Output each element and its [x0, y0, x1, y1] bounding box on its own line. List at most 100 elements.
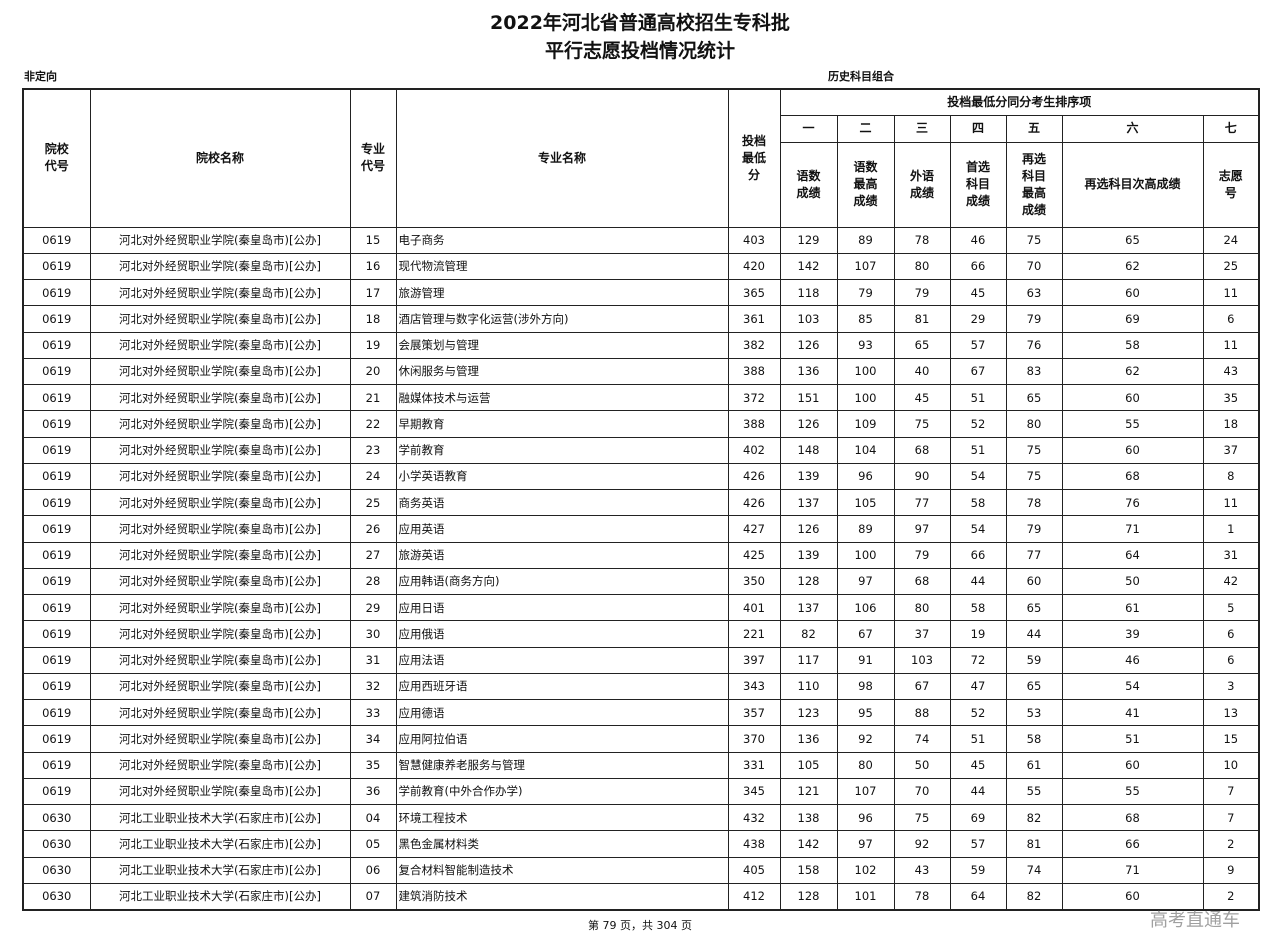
cell-second-subject-second: 41 — [1061, 698, 1204, 727]
cell-first-subject-score: 51 — [949, 436, 1007, 464]
cell-school-name: 河北对外经贸职业学院(秦皇岛市)[公办] — [89, 305, 351, 333]
cell-chinese-math-score: 110 — [779, 672, 838, 701]
cell-school-name: 河北对外经贸职业学院(秦皇岛市)[公办] — [89, 620, 351, 648]
cell-school-name: 河北对外经贸职业学院(秦皇岛市)[公办] — [89, 252, 351, 281]
cell-preference-number: 25 — [1202, 252, 1260, 281]
cell-school-name: 河北对外经贸职业学院(秦皇岛市)[公办] — [89, 672, 351, 701]
cell-first-subject-score: 69 — [949, 803, 1007, 832]
cell-school-name: 河北对外经贸职业学院(秦皇岛市)[公办] — [89, 777, 351, 806]
cell-school-name: 河北对外经贸职业学院(秦皇岛市)[公办] — [89, 488, 351, 517]
cell-school-code: 0619 — [22, 751, 91, 779]
cell-major-code: 36 — [349, 777, 397, 806]
cell-major-name: 休闲服务与管理 — [395, 357, 729, 386]
cell-school-name: 河北对外经贸职业学院(秦皇岛市)[公办] — [89, 698, 351, 727]
cell-chinese-math-max: 92 — [836, 725, 895, 753]
cell-min-score: 427 — [727, 515, 781, 543]
cell-chinese-math-score: 126 — [779, 331, 838, 359]
cell-major-name: 酒店管理与数字化运营(涉外方向) — [395, 305, 729, 333]
cell-second-subject-second: 65 — [1061, 226, 1204, 254]
cell-major-name: 应用英语 — [395, 515, 729, 543]
cell-school-name: 河北对外经贸职业学院(秦皇岛市)[公办] — [89, 410, 351, 438]
cell-foreign-language-score: 78 — [893, 226, 951, 254]
cell-major-name: 智慧健康养老服务与管理 — [395, 751, 729, 779]
cell-school-code: 0619 — [22, 567, 91, 596]
cell-chinese-math-max: 100 — [836, 357, 895, 386]
cell-second-subject-max: 82 — [1005, 882, 1063, 911]
cell-chinese-math-max: 91 — [836, 646, 895, 674]
cell-second-subject-second: 54 — [1061, 672, 1204, 701]
cell-second-subject-max: 74 — [1005, 856, 1063, 884]
cell-second-subject-max: 75 — [1005, 436, 1063, 464]
cell-min-score: 402 — [727, 436, 781, 464]
cell-second-subject-max: 59 — [1005, 646, 1063, 674]
table-row: 0619 河北对外经贸职业学院(秦皇岛市)[公办] 33 应用德语 357 123 95 88… — [22, 698, 1260, 727]
cell-school-code: 0619 — [22, 462, 91, 491]
cell-foreign-language-score: 97 — [893, 515, 951, 543]
cell-school-code: 0619 — [22, 357, 91, 386]
cell-major-name: 旅游管理 — [395, 278, 729, 307]
header-tiebreak-5: 再选科目最高成绩 — [1005, 141, 1063, 228]
cell-second-subject-max: 75 — [1005, 462, 1063, 491]
cell-min-score: 388 — [727, 410, 781, 438]
document-title: 2022年河北省普通高校招生专科批 — [490, 12, 790, 34]
cell-major-code: 27 — [349, 541, 397, 569]
cell-chinese-math-score: 148 — [779, 436, 838, 464]
cell-chinese-math-max: 97 — [836, 567, 895, 596]
cell-second-subject-second: 60 — [1061, 278, 1204, 307]
cell-school-name: 河北对外经贸职业学院(秦皇岛市)[公办] — [89, 646, 351, 674]
table-row: 0619 河北对外经贸职业学院(秦皇岛市)[公办] 21 融媒体技术与运营 372 151… — [22, 383, 1260, 412]
cell-preference-number: 43 — [1202, 357, 1260, 386]
cell-school-code: 0619 — [22, 410, 91, 438]
cell-major-code: 07 — [349, 882, 397, 911]
table-row: 0630 河北工业职业技术大学(石家庄市)[公办] 06 复合材料智能制造技术 405 1… — [22, 856, 1260, 884]
cell-first-subject-score: 47 — [949, 672, 1007, 701]
table-row: 0619 河北对外经贸职业学院(秦皇岛市)[公办] 34 应用阿拉伯语 370 136 92… — [22, 725, 1260, 753]
header-tiebreak-row: 语数成绩 语数最高成绩 外语成绩 首选科目成绩 再选科目最高成绩 再选科目次高成绩 志愿号 — [23, 141, 1260, 228]
cell-foreign-language-score: 65 — [893, 331, 951, 359]
cell-chinese-math-max: 100 — [836, 541, 895, 569]
cell-first-subject-score: 54 — [949, 515, 1007, 543]
cell-preference-number: 3 — [1202, 672, 1260, 701]
cell-chinese-math-score: 137 — [779, 593, 838, 622]
table-row: 0619 河北对外经贸职业学院(秦皇岛市)[公办] 25 商务英语 426 137 105 7… — [22, 488, 1260, 517]
cell-chinese-math-max: 105 — [836, 488, 895, 517]
cell-min-score: 361 — [727, 305, 781, 333]
cell-school-code: 0619 — [22, 777, 91, 806]
document-subtitle: 平行志愿投档情况统计 — [544, 40, 735, 62]
cell-major-code: 15 — [349, 226, 397, 254]
header-school-code: 院校代号 — [22, 88, 91, 228]
cell-first-subject-score: 57 — [949, 331, 1007, 359]
cell-chinese-math-max: 95 — [836, 698, 895, 727]
cell-major-code: 17 — [349, 278, 397, 307]
cell-chinese-math-max: 85 — [836, 305, 895, 333]
header-order-4: 四 — [949, 114, 1007, 143]
cell-preference-number: 11 — [1202, 331, 1260, 359]
cell-chinese-math-score: 137 — [779, 488, 838, 517]
cell-chinese-math-score: 139 — [779, 462, 838, 491]
cell-major-name: 会展策划与管理 — [395, 331, 729, 359]
cell-first-subject-score: 59 — [949, 856, 1007, 884]
cell-school-name: 河北工业职业技术大学(石家庄市)[公办] — [89, 882, 351, 911]
cell-first-subject-score: 52 — [949, 698, 1007, 727]
cell-first-subject-score: 44 — [949, 777, 1007, 806]
table-row: 0619 河北对外经贸职业学院(秦皇岛市)[公办] 28 应用韩语(商务方向) 350 1… — [22, 567, 1260, 596]
cell-second-subject-max: 83 — [1005, 357, 1063, 386]
cell-major-name: 建筑消防技术 — [395, 882, 729, 911]
cell-foreign-language-score: 75 — [893, 410, 951, 438]
table-row: 0619 河北对外经贸职业学院(秦皇岛市)[公办] 18 酒店管理与数字化运营(涉外方… — [22, 305, 1260, 333]
cell-chinese-math-max: 97 — [836, 830, 895, 858]
cell-major-code: 34 — [349, 725, 397, 753]
cell-school-name: 河北对外经贸职业学院(秦皇岛市)[公办] — [89, 226, 351, 254]
cell-chinese-math-score: 118 — [779, 278, 838, 307]
table-row: 0619 河北对外经贸职业学院(秦皇岛市)[公办] 36 学前教育(中外合作办学) 34… — [22, 777, 1260, 806]
cell-second-subject-max: 58 — [1005, 725, 1063, 753]
cell-foreign-language-score: 43 — [893, 856, 951, 884]
cell-chinese-math-max: 107 — [836, 777, 895, 806]
cell-major-name: 融媒体技术与运营 — [395, 383, 729, 412]
cell-first-subject-score: 19 — [949, 620, 1007, 648]
table-row: 0619 河北对外经贸职业学院(秦皇岛市)[公办] 19 会展策划与管理 382 126 9… — [22, 331, 1260, 359]
cell-preference-number: 35 — [1202, 383, 1260, 412]
cell-major-name: 学前教育(中外合作办学) — [395, 777, 729, 806]
cell-chinese-math-score: 128 — [779, 567, 838, 596]
cell-min-score: 357 — [727, 698, 781, 727]
